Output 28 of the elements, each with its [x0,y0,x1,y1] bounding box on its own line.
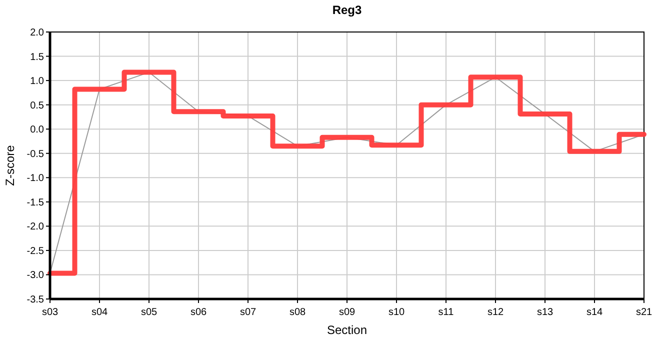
x-tick-label: s14 [586,307,603,318]
y-tick-label: -1.0 [26,173,44,184]
x-tick-label: s05 [140,307,158,318]
y-tick-label: -1.5 [26,197,44,208]
y-tick-label: -2.0 [26,222,44,233]
x-tick-label: s03 [42,307,58,318]
y-tick-label: -3.5 [26,294,44,306]
x-tick-label: s12 [487,307,504,318]
x-tick-label: s07 [240,307,256,318]
y-tick-label: -2.5 [26,246,44,257]
y-tick-label: 2.0 [30,28,44,38]
x-tick-label: s08 [289,307,306,318]
x-tick-label: s09 [338,307,356,318]
y-tick-label: -3.0 [26,270,44,282]
y-tick-label: 0.5 [30,100,44,112]
x-tick-label: s10 [388,307,405,318]
x-tick-label: s11 [438,307,454,318]
y-tick-label: 0.0 [30,124,44,136]
x-tick-label: s04 [91,307,108,318]
chart-title: Reg3 [332,3,362,17]
x-axis-title: Section [326,323,368,337]
x-tick-label: s21 [636,307,652,318]
y-axis-title: Z-score [3,144,17,186]
y-tick-label: 1.0 [30,76,44,88]
y-tick-label: -0.5 [26,148,44,160]
x-tick-label: s13 [536,307,554,318]
x-tick-label: s06 [190,307,207,318]
y-tick-label: 1.5 [30,52,44,63]
